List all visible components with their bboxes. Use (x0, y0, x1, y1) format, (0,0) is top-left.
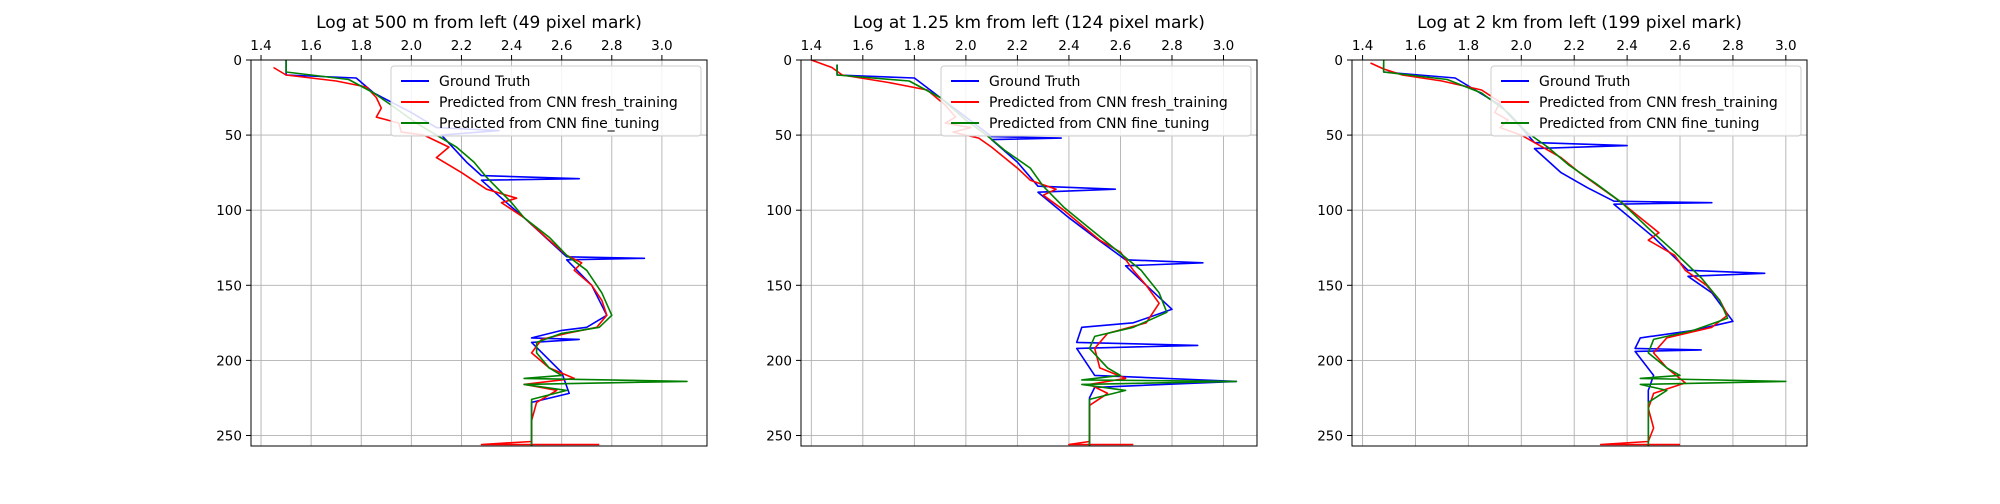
x-tick-label: 1.8 (904, 38, 925, 54)
subplot-2: Log at 1.25 km from left (124 pixel mark… (766, 13, 1257, 446)
y-tick-label: 100 (1317, 203, 1343, 219)
y-tick-label: 250 (1317, 428, 1343, 444)
y-tick-label: 50 (1326, 128, 1343, 144)
x-tick-label: 2.2 (451, 38, 472, 54)
legend-label: Ground Truth (1539, 74, 1630, 90)
legend: Ground Truth Predicted from CNN fresh_tra… (1491, 66, 1801, 136)
legend-label: Predicted from CNN fine_tuning (439, 116, 660, 132)
x-tick-label: 2.2 (1563, 38, 1584, 54)
x-tick-label: 3.0 (651, 38, 672, 54)
y-tick-label: 0 (1334, 53, 1343, 69)
x-tick-label: 2.8 (1722, 38, 1743, 54)
y-tick-label: 100 (216, 203, 242, 219)
y-tick-label: 150 (766, 278, 792, 294)
legend: Ground Truth Predicted from CNN fresh_tra… (391, 66, 701, 136)
legend-label: Predicted from CNN fresh_training (989, 95, 1228, 111)
legend: Ground Truth Predicted from CNN fresh_tra… (941, 66, 1251, 136)
x-tick-label: 2.4 (1616, 38, 1637, 54)
y-tick-label: 200 (766, 353, 792, 369)
subplot-title: Log at 1.25 km from left (124 pixel mark… (853, 13, 1205, 33)
legend-label: Ground Truth (439, 74, 530, 90)
legend-label: Predicted from CNN fine_tuning (989, 116, 1210, 132)
y-tick-label: 0 (233, 53, 242, 69)
x-tick-label: 3.0 (1775, 38, 1796, 54)
subplot-3: Log at 2 km from left (199 pixel mark) 1.… (1317, 13, 1807, 446)
subplot-title: Log at 500 m from left (49 pixel mark) (316, 13, 642, 33)
x-tick-label: 2.6 (1669, 38, 1690, 54)
legend-label: Ground Truth (989, 74, 1080, 90)
y-tick-label: 100 (766, 203, 792, 219)
x-tick-label: 1.6 (852, 38, 873, 54)
x-tick-label: 2.8 (1161, 38, 1182, 54)
x-tick-label: 1.4 (1352, 38, 1373, 54)
y-tick-label: 0 (783, 53, 792, 69)
x-tick-label: 2.0 (1511, 38, 1532, 54)
x-tick-label: 2.4 (501, 38, 522, 54)
subplot-1: Log at 500 m from left (49 pixel mark) 1.… (216, 13, 707, 446)
y-tick-label: 150 (1317, 278, 1343, 294)
x-tick-label: 2.8 (601, 38, 622, 54)
y-tick-label: 250 (216, 428, 242, 444)
x-tick-label: 2.6 (1110, 38, 1131, 54)
x-tick-label: 1.6 (1405, 38, 1426, 54)
x-tick-label: 2.4 (1058, 38, 1079, 54)
x-tick-label: 2.0 (401, 38, 422, 54)
y-tick-label: 200 (216, 353, 242, 369)
legend-label: Predicted from CNN fresh_training (439, 95, 678, 111)
y-tick-label: 150 (216, 278, 242, 294)
y-tick-label: 50 (775, 128, 792, 144)
y-tick-label: 250 (766, 428, 792, 444)
x-tick-label: 1.4 (801, 38, 822, 54)
x-tick-label: 2.0 (955, 38, 976, 54)
x-tick-label: 1.8 (350, 38, 371, 54)
x-tick-label: 3.0 (1213, 38, 1234, 54)
x-tick-label: 1.8 (1458, 38, 1479, 54)
legend-label: Predicted from CNN fine_tuning (1539, 116, 1760, 132)
x-tick-label: 2.6 (551, 38, 572, 54)
x-tick-label: 2.2 (1007, 38, 1028, 54)
legend-label: Predicted from CNN fresh_training (1539, 95, 1778, 111)
x-tick-label: 1.6 (300, 38, 321, 54)
y-tick-label: 50 (225, 128, 242, 144)
subplot-title: Log at 2 km from left (199 pixel mark) (1417, 13, 1742, 33)
y-tick-label: 200 (1317, 353, 1343, 369)
x-tick-label: 1.4 (250, 38, 271, 54)
